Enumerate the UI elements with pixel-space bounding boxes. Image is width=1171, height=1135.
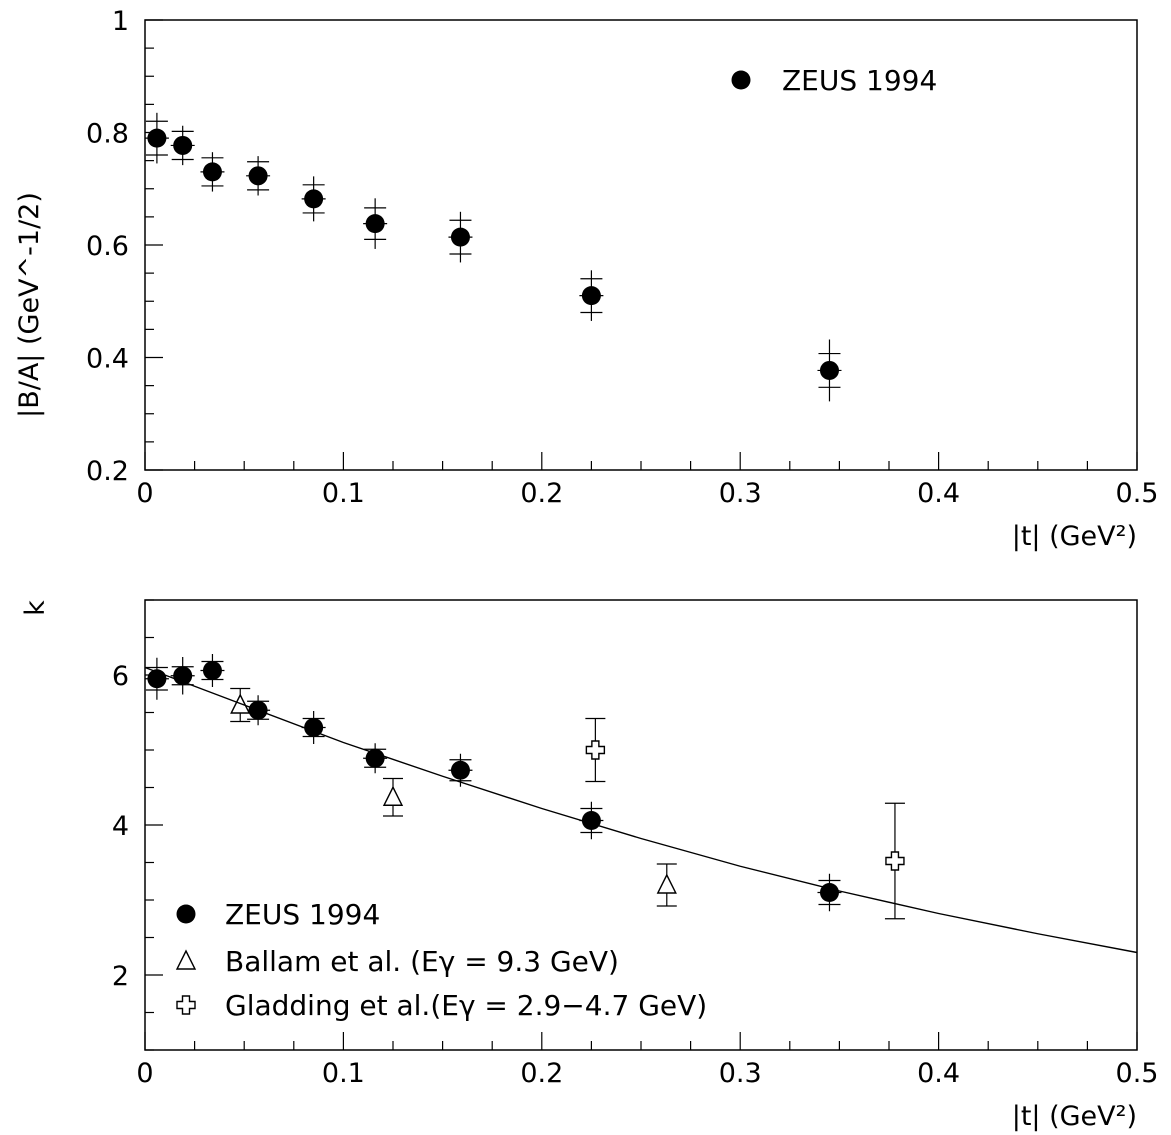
legend-marker-zeus xyxy=(731,70,751,90)
y-axis-title: |B/A| (GeV^-1/2) xyxy=(14,192,45,418)
x-tick-label: 0.4 xyxy=(917,478,960,509)
x-tick-label: 0.5 xyxy=(1116,1058,1159,1089)
legend-marker-gladding xyxy=(176,995,196,1015)
x-tick-label: 0.1 xyxy=(322,478,365,509)
x-tick-label: 0.3 xyxy=(719,478,762,509)
data-point-zeus xyxy=(365,748,385,768)
data-point-zeus xyxy=(248,166,268,186)
legend-label: Gladding et al.(Eγ = 2.9−4.7 GeV) xyxy=(225,989,707,1022)
top-panel: 0 0.1 0.2 0.3 0.4 0.5 0.2 0.4 0.6 0.8 1 |t| (GeV²) |… xyxy=(14,6,1158,552)
y-tick-label: 6 xyxy=(112,661,129,692)
data-point-zeus xyxy=(304,718,324,737)
y-tick-label: 2 xyxy=(112,961,129,992)
legend-marker-ballam xyxy=(175,949,197,970)
legend-label-zeus: ZEUS 1994 xyxy=(782,64,937,97)
data-point-ballam xyxy=(656,873,677,894)
data-point-zeus xyxy=(450,760,470,780)
x-tick-label: 0.2 xyxy=(520,478,563,509)
plot-frame xyxy=(144,599,1138,1051)
y-tick-label: 0.8 xyxy=(86,119,129,150)
x-tick-label: 0.1 xyxy=(322,1058,365,1089)
legend-label: Ballam et al. (Eγ = 9.3 GeV) xyxy=(225,945,619,978)
x-tick-label: 0 xyxy=(136,478,153,509)
data-point-zeus xyxy=(819,360,839,380)
data-point-zeus xyxy=(202,162,222,182)
y-tick-label: 0.6 xyxy=(86,231,129,262)
fit-curve xyxy=(144,666,1138,954)
plot-frame xyxy=(144,19,1138,471)
data-point-gladding xyxy=(585,740,606,760)
bottom-panel: 0 0.1 0.2 0.3 0.4 0.5 2 4 6 |t| (GeV²) k ZEUS 1994 B… xyxy=(20,599,1159,1132)
data-point-zeus xyxy=(147,128,167,148)
legend-marker-zeus xyxy=(176,904,196,924)
y-axis-title: k xyxy=(20,600,51,616)
data-point-zeus xyxy=(819,883,839,902)
legend-label: ZEUS 1994 xyxy=(225,898,380,931)
x-tick-label: 0.3 xyxy=(719,1058,762,1089)
data-point-ballam xyxy=(382,785,404,806)
data-point-zeus xyxy=(365,214,385,234)
data-point-zeus xyxy=(304,189,324,209)
y-tick-label: 0.4 xyxy=(86,344,129,375)
data-point-zeus xyxy=(450,227,470,247)
x-tick-label: 0 xyxy=(136,1058,153,1089)
data-point-zeus xyxy=(581,286,601,306)
x-tick-label: 0.4 xyxy=(917,1058,960,1089)
x-tick-label: 0.2 xyxy=(520,1058,563,1089)
data-point-zeus xyxy=(202,661,222,680)
data-point-gladding xyxy=(885,851,905,871)
x-tick-label: 0.5 xyxy=(1116,478,1159,509)
data-point-zeus xyxy=(581,811,601,830)
x-axis-title: |t| (GeV²) xyxy=(1012,521,1137,552)
y-tick-label: 1 xyxy=(112,6,129,37)
y-tick-label: 4 xyxy=(112,811,129,842)
x-axis-title: |t| (GeV²) xyxy=(1012,1101,1137,1132)
data-point-zeus xyxy=(173,135,193,155)
y-tick-label: 0.2 xyxy=(86,456,129,487)
